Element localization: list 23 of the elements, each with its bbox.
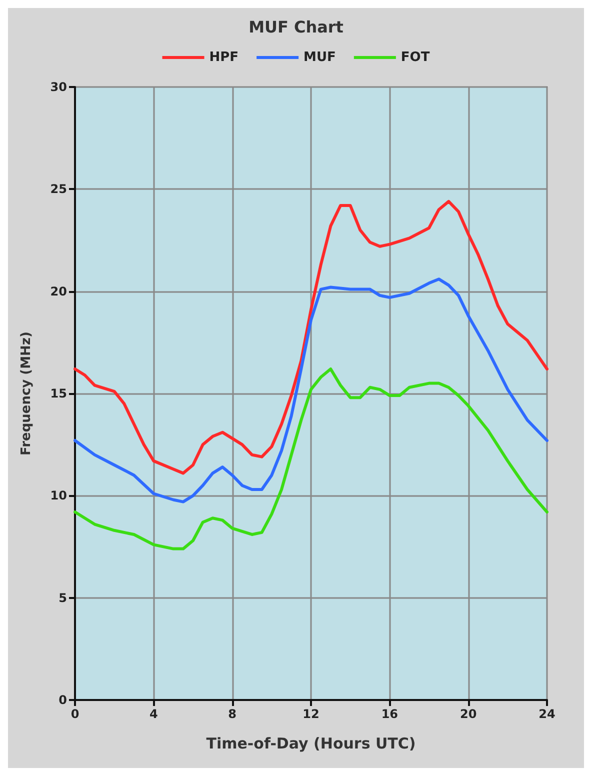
x-tick-label: 12 [302, 707, 320, 721]
y-tick-label: 0 [58, 693, 67, 707]
x-tick-label: 16 [381, 707, 398, 721]
x-tick-label: 24 [538, 707, 556, 721]
x-tick-label: 4 [149, 707, 158, 721]
y-tick-label: 5 [58, 590, 67, 605]
x-tick-label: 20 [460, 707, 477, 721]
legend-label: FOT [400, 50, 430, 65]
x-tick-label: 0 [70, 707, 80, 721]
y-tick-label: 10 [50, 488, 67, 503]
line-series [74, 278, 548, 504]
y-tick-label: 15 [50, 386, 67, 400]
legend-label: HPF [209, 50, 239, 65]
y-tick-label: 30 [50, 80, 67, 94]
x-axis-title: Time-of-Day (Hours UTC) [206, 734, 416, 752]
y-tick-label: 25 [50, 182, 67, 196]
x-tick-label: 8 [228, 707, 237, 721]
y-axis-title: Frequency (MHz) [19, 332, 34, 456]
line-series [74, 200, 548, 475]
legend-label: MUF [304, 50, 336, 65]
line-series [74, 367, 548, 550]
y-tick-label: 20 [50, 284, 67, 298]
chart-title: MUF Chart [248, 18, 344, 36]
